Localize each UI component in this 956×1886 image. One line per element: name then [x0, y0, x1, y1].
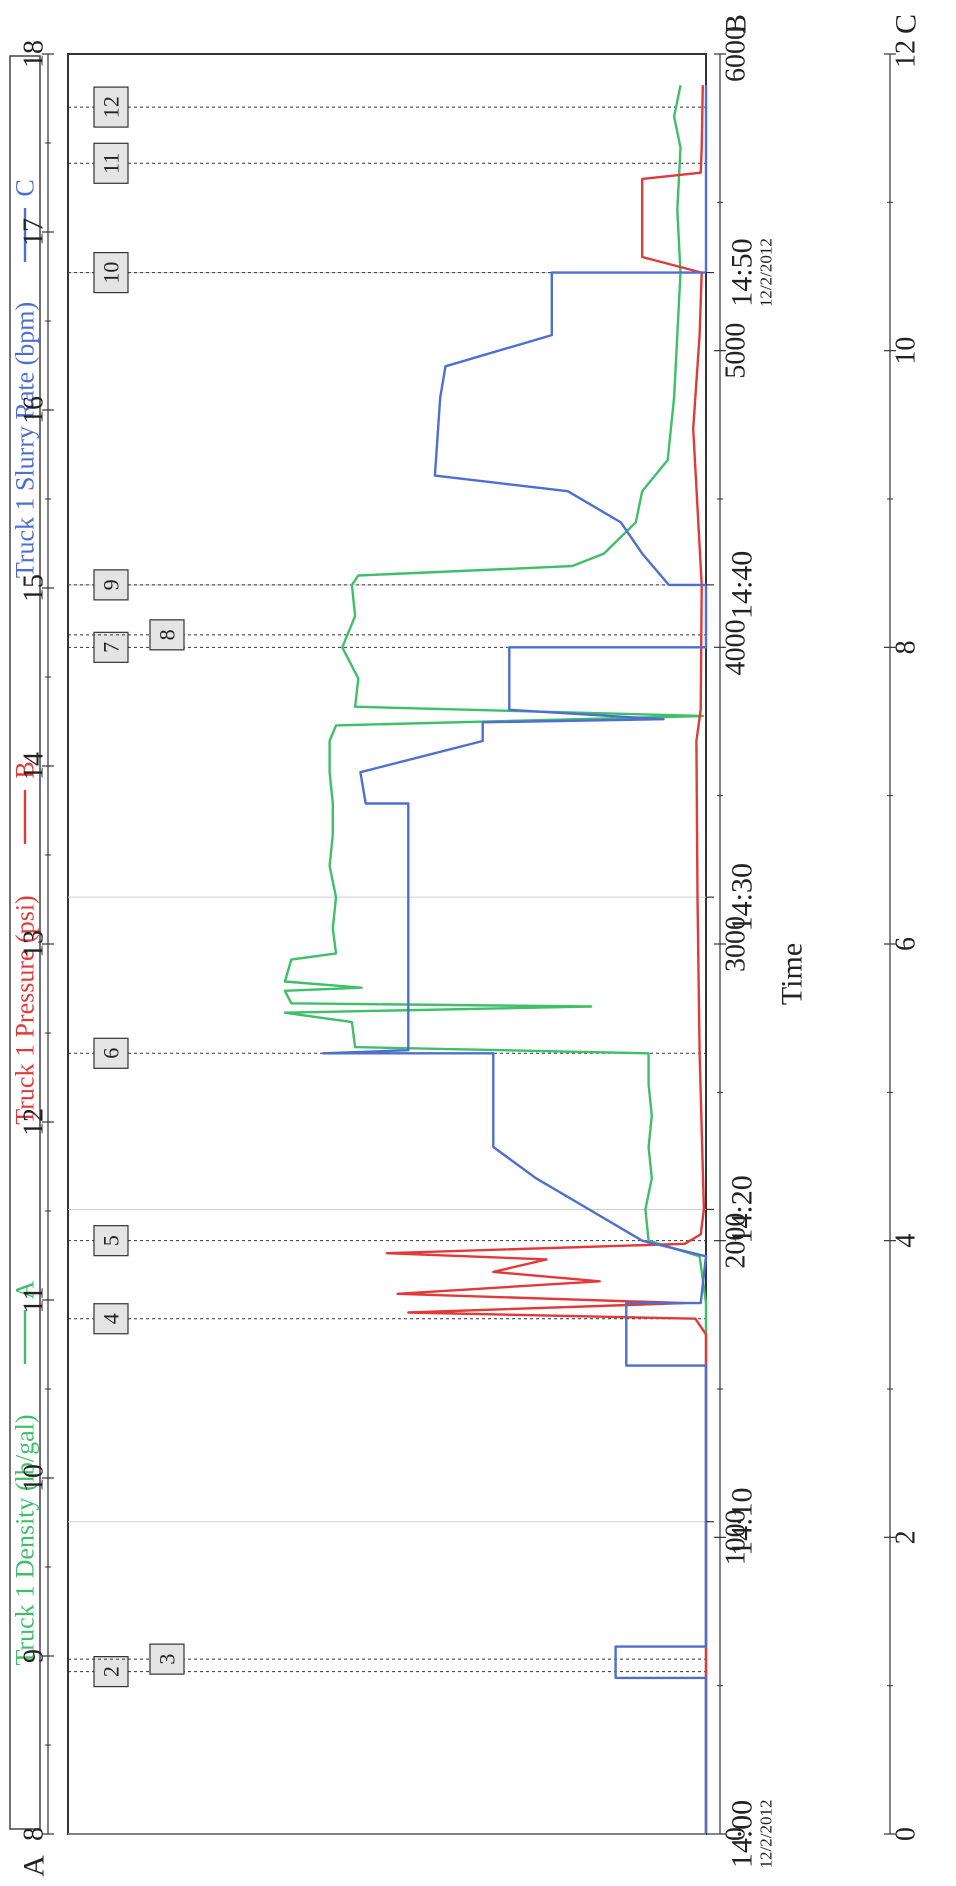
- axis-tick-label: 3000: [721, 916, 752, 972]
- legend: Truck 1 Density (lb/gal) A Truck 1 Pressur…: [9, 55, 41, 1830]
- event-marker-label: 5: [99, 1235, 124, 1246]
- event-marker-label: 10: [99, 262, 124, 284]
- event-marker-box: [93, 142, 129, 184]
- axis-letter: C: [890, 14, 923, 34]
- date-label: 12/2/2012: [757, 238, 776, 307]
- time-tick-label: 14:20: [726, 1175, 759, 1243]
- event-marker: 11: [68, 142, 706, 184]
- event-markers: 2 3 4 5 6 7 8 9 10 11 12: [68, 86, 706, 1688]
- event-marker: 12: [68, 86, 706, 128]
- axis-tick-label: 4: [891, 1234, 922, 1248]
- event-marker-label: 2: [99, 1666, 124, 1677]
- event-marker-box: [93, 1037, 129, 1069]
- legend-axis-letter: C: [11, 179, 40, 196]
- event-marker: 8: [68, 619, 706, 651]
- legend-axis-letter: A: [11, 1280, 40, 1299]
- event-marker-box: [149, 1643, 185, 1675]
- event-marker: 9: [68, 569, 706, 601]
- event-marker-box: [93, 1656, 129, 1688]
- plot-frame-group: [67, 53, 707, 1835]
- series-line: [322, 85, 708, 1834]
- event-marker: 10: [68, 251, 706, 294]
- event-marker-box: [93, 86, 129, 128]
- date-label: 12/2/2012: [757, 1800, 776, 1869]
- time-tick-label: 14:10: [726, 1488, 759, 1556]
- event-marker-label: 12: [99, 96, 124, 118]
- axis-tick-label: 10: [891, 337, 922, 365]
- axis-tick-label: 11: [19, 1287, 50, 1314]
- event-marker-label: 7: [99, 642, 124, 653]
- legend-axis-letter: B: [11, 761, 40, 778]
- event-marker: 3: [68, 1643, 706, 1675]
- event-marker: 2: [68, 1656, 706, 1688]
- event-marker-label: 8: [155, 629, 180, 640]
- event-marker-box: [93, 631, 129, 663]
- legend-box: [9, 55, 41, 1830]
- event-marker-label: 3: [155, 1654, 180, 1665]
- axis-tick-label: 8: [891, 640, 922, 654]
- axis-tick-label: 6000: [721, 26, 752, 82]
- legend-label: Truck 1 Pressure (psi): [11, 895, 40, 1124]
- axis-tick-label: 4000: [721, 619, 752, 675]
- legend-item: Truck 1 Density (lb/gal) A: [11, 1280, 40, 1665]
- axis-tick-label: 8: [19, 1827, 50, 1841]
- event-marker-label: 6: [99, 1048, 124, 1059]
- legend-label: Truck 1 Density (lb/gal): [11, 1414, 40, 1665]
- axis-tick-label: 14: [19, 752, 50, 780]
- axis-letter: A: [18, 1855, 51, 1877]
- event-marker-box: [93, 251, 129, 294]
- axis-tick-label: 1000: [721, 1509, 752, 1565]
- axis-c: 0 2 4 6 8 10 12 C: [884, 14, 923, 1841]
- time-axis: 14:0014:1014:2014:3014:4014:5012/2/20121…: [706, 238, 809, 1868]
- axis-tick-label: 0: [721, 1827, 752, 1841]
- axis-tick-label: 2: [891, 1530, 922, 1544]
- series-line: [385, 85, 708, 1834]
- axis-tick-label: 0: [891, 1827, 922, 1841]
- plot-frame: [67, 53, 707, 1835]
- axis-tick-label: 5000: [721, 323, 752, 379]
- event-marker: 7: [68, 631, 706, 663]
- axis-tick-label: 17: [19, 218, 50, 246]
- time-tick-label: 14:40: [726, 551, 759, 619]
- axis-tick-label: 12: [891, 40, 922, 68]
- axis-tick-label: 10: [19, 1464, 50, 1492]
- time-tick-label: 14:00: [726, 1800, 759, 1868]
- axis-tick-label: 12: [19, 1108, 50, 1136]
- legend-label: Truck 1 Slurry Rate (bpm): [11, 302, 40, 578]
- axis-a: 8 9 10 11 12 13 14 15 16 17 18 A: [18, 40, 54, 1877]
- time-tick-label: 14:50: [726, 238, 759, 306]
- legend-item: Truck 1 Slurry Rate (bpm) C: [11, 179, 40, 578]
- event-marker-label: 11: [99, 153, 124, 174]
- series-lines: [283, 84, 708, 1834]
- axis-tick-label: 2000: [721, 1213, 752, 1269]
- legend-item: Truck 1 Pressure (psi) B: [11, 761, 40, 1124]
- time-axis-title: Time: [776, 943, 809, 1005]
- event-marker: 4: [68, 1303, 706, 1335]
- axis-tick-label: 16: [19, 396, 50, 424]
- axis-tick-label: 13: [19, 930, 50, 958]
- axes: 89101112131415161718A0100020003000400050…: [18, 14, 923, 1877]
- time-tick-label: 14:30: [726, 863, 759, 931]
- event-marker-label: 9: [99, 579, 124, 590]
- event-marker-box: [93, 569, 129, 601]
- series-line: [283, 84, 708, 1834]
- event-marker: 5: [68, 1225, 706, 1257]
- legend-items: Truck 1 Density (lb/gal) A Truck 1 Pressur…: [11, 179, 40, 1665]
- event-marker-box: [93, 1303, 129, 1335]
- axis-tick-label: 9: [19, 1649, 50, 1663]
- event-marker-box: [93, 1225, 129, 1257]
- axis-tick-label: 18: [19, 40, 50, 68]
- axis-tick-label: 6: [891, 937, 922, 951]
- event-marker-label: 4: [99, 1313, 124, 1324]
- event-marker-box: [149, 619, 185, 651]
- axis-letter: B: [720, 14, 753, 34]
- axis-tick-label: 15: [19, 574, 50, 602]
